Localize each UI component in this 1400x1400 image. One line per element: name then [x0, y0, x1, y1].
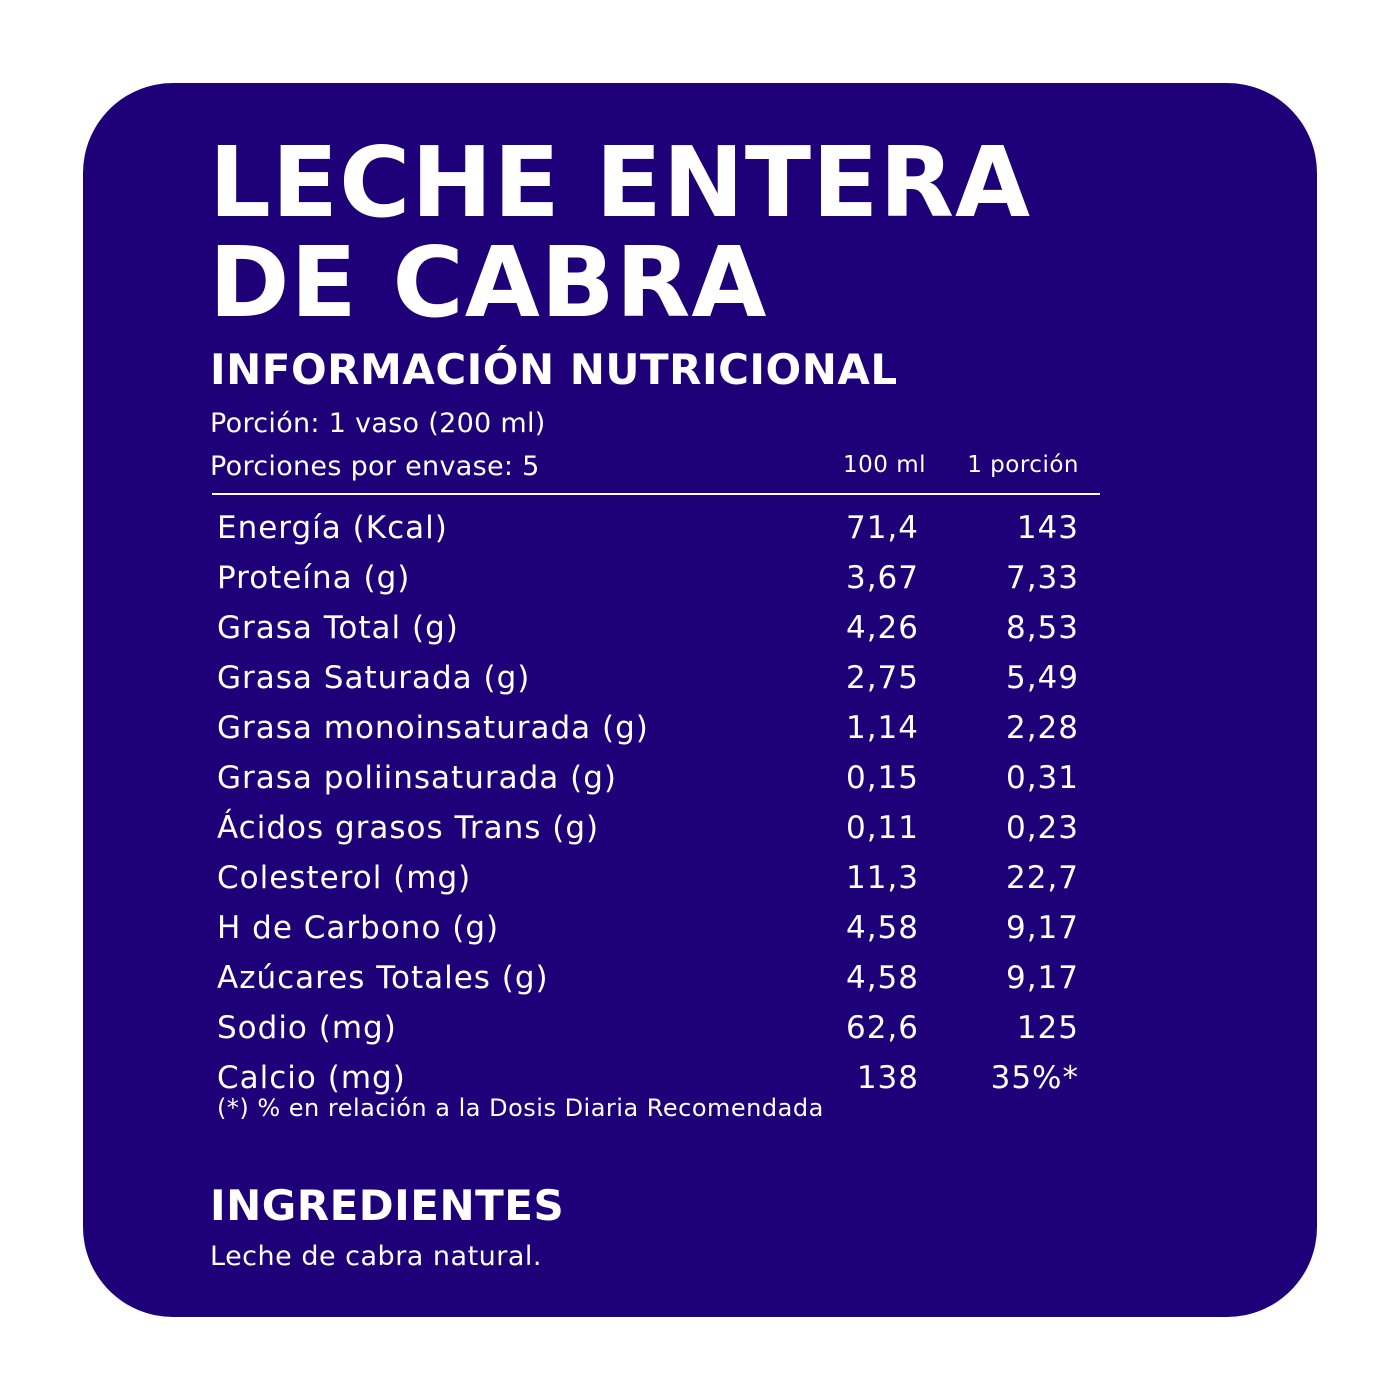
- table-row: Grasa Saturada (g) 2,75 5,49: [217, 653, 1085, 703]
- table-row: Colesterol (mg) 11,3 22,7: [217, 853, 1085, 903]
- value-per-100ml: 71,4: [845, 510, 919, 546]
- nutrition-table: Energía (Kcal) 71,4 143 Proteína (g) 3,6…: [217, 503, 1085, 1103]
- value-per-100ml: 4,26: [845, 610, 919, 646]
- table-row: Ácidos grasos Trans (g) 0,11 0,23: [217, 803, 1085, 853]
- value-per-portion: 125: [1016, 1010, 1079, 1046]
- nutrient-name: Proteína (g): [217, 560, 411, 596]
- portion-size: Porción: 1 vaso (200 ml): [210, 408, 546, 439]
- daily-value-footnote: (*) % en relación a la Dosis Diaria Reco…: [217, 1094, 824, 1122]
- ingredients-text: Leche de cabra natural.: [210, 1241, 543, 1272]
- nutrient-name: H de Carbono (g): [217, 910, 500, 946]
- nutrient-name: Grasa poliinsaturada (g): [217, 760, 617, 796]
- table-row: Energía (Kcal) 71,4 143: [217, 503, 1085, 553]
- column-header-portion: 1 porción: [967, 452, 1079, 478]
- product-title-line-2: DE CABRA: [209, 226, 768, 339]
- value-per-100ml: 0,15: [845, 760, 919, 796]
- value-per-portion: 0,23: [1005, 810, 1079, 846]
- product-title-line-1: LECHE ENTERA: [209, 126, 1032, 239]
- table-row: Azúcares Totales (g) 4,58 9,17: [217, 953, 1085, 1003]
- nutrient-name: Ácidos grasos Trans (g): [217, 810, 600, 846]
- nutrient-name: Grasa monoinsaturada (g): [217, 710, 649, 746]
- value-per-100ml: 11,3: [845, 860, 919, 896]
- table-row: Calcio (mg) 138 35%*: [217, 1053, 1085, 1103]
- value-per-portion: 0,31: [1005, 760, 1079, 796]
- value-per-portion: 22,7: [1005, 860, 1079, 896]
- value-per-100ml: 0,11: [845, 810, 919, 846]
- nutrition-heading: INFORMACIÓN NUTRICIONAL: [210, 345, 898, 394]
- value-per-100ml: 62,6: [845, 1010, 919, 1046]
- value-per-portion: 7,33: [1005, 560, 1079, 596]
- value-per-portion: 35%*: [990, 1060, 1079, 1096]
- value-per-portion: 8,53: [1005, 610, 1079, 646]
- value-per-portion: 5,49: [1005, 660, 1079, 696]
- table-row: Grasa poliinsaturada (g) 0,15 0,31: [217, 753, 1085, 803]
- value-per-portion: 2,28: [1005, 710, 1079, 746]
- nutrient-name: Colesterol (mg): [217, 860, 472, 896]
- nutrient-name: Sodio (mg): [217, 1010, 397, 1046]
- value-per-100ml: 1,14: [845, 710, 919, 746]
- value-per-100ml: 4,58: [845, 910, 919, 946]
- nutrient-name: Grasa Total (g): [217, 610, 459, 646]
- product-title: LECHE ENTERA DE CABRA: [209, 133, 1031, 333]
- nutrient-name: Calcio (mg): [217, 1060, 406, 1096]
- value-per-100ml: 138: [856, 1060, 919, 1096]
- servings-per-package: Porciones por envase: 5: [210, 451, 540, 482]
- table-row: Proteína (g) 3,67 7,33: [217, 553, 1085, 603]
- nutrient-name: Energía (Kcal): [217, 510, 448, 546]
- table-row: Sodio (mg) 62,6 125: [217, 1003, 1085, 1053]
- ingredients-heading: INGREDIENTES: [210, 1181, 565, 1230]
- table-row: Grasa Total (g) 4,26 8,53: [217, 603, 1085, 653]
- value-per-portion: 9,17: [1005, 910, 1079, 946]
- column-header-100ml: 100 ml: [842, 452, 926, 478]
- nutrient-name: Grasa Saturada (g): [217, 660, 531, 696]
- value-per-100ml: 2,75: [845, 660, 919, 696]
- nutrition-label-panel: LECHE ENTERA DE CABRA INFORMACIÓN NUTRIC…: [83, 83, 1317, 1317]
- table-divider: [212, 493, 1100, 495]
- value-per-100ml: 3,67: [845, 560, 919, 596]
- value-per-portion: 143: [1016, 510, 1079, 546]
- nutrient-name: Azúcares Totales (g): [217, 960, 549, 996]
- table-row: H de Carbono (g) 4,58 9,17: [217, 903, 1085, 953]
- table-row: Grasa monoinsaturada (g) 1,14 2,28: [217, 703, 1085, 753]
- value-per-100ml: 4,58: [845, 960, 919, 996]
- value-per-portion: 9,17: [1005, 960, 1079, 996]
